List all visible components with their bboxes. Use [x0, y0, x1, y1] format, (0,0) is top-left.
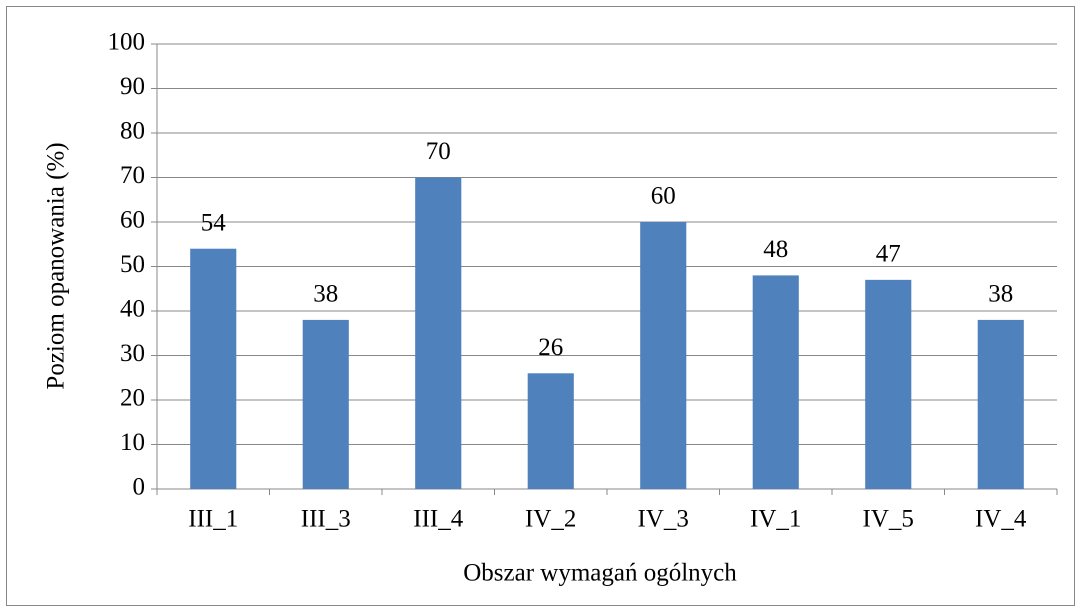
data-label: 48 — [763, 236, 788, 263]
bar — [865, 279, 912, 489]
y-tick-label: 70 — [120, 162, 145, 189]
x-tick-label: III_4 — [413, 506, 463, 533]
x-tick-label: III_1 — [188, 506, 238, 533]
y-axis-title: Poziom opanowania (%) — [43, 142, 70, 389]
bar — [977, 319, 1024, 489]
y-tick-label: 30 — [120, 340, 145, 367]
y-tick-label: 20 — [120, 385, 145, 412]
x-tick-label: III_3 — [301, 506, 351, 533]
y-tick-label: 90 — [120, 73, 145, 100]
data-label: 26 — [538, 334, 563, 361]
y-tick-label: 0 — [133, 474, 146, 501]
x-tick-label: IV_1 — [750, 506, 801, 533]
x-tick-label: IV_4 — [975, 506, 1027, 533]
x-tick-label: IV_3 — [638, 506, 689, 533]
bar — [752, 275, 799, 489]
y-tick-label: 100 — [108, 29, 146, 56]
y-tick-label: 80 — [120, 118, 145, 145]
y-tick-label: 10 — [120, 429, 145, 456]
data-label: 38 — [988, 281, 1013, 308]
y-tick-label: 40 — [120, 296, 145, 323]
y-tick-label: 60 — [120, 207, 145, 234]
bar — [527, 373, 574, 489]
x-tick-label: IV_2 — [525, 506, 576, 533]
bar — [640, 222, 687, 489]
data-label: 54 — [201, 209, 227, 236]
data-label: 60 — [651, 183, 676, 210]
data-label: 70 — [426, 138, 451, 165]
y-tick-label: 50 — [120, 251, 145, 278]
bar — [190, 248, 237, 489]
data-label: 38 — [313, 281, 338, 308]
bar — [302, 319, 349, 489]
bar — [415, 177, 462, 489]
x-axis-title: Obszar wymagań ogólnych — [463, 560, 737, 587]
x-tick-label: IV_5 — [863, 506, 914, 533]
data-label: 47 — [876, 241, 901, 268]
